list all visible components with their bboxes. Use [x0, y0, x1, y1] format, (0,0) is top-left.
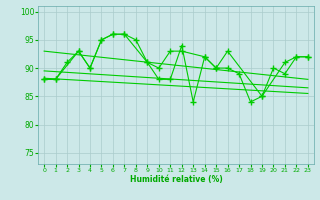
X-axis label: Humidité relative (%): Humidité relative (%): [130, 175, 222, 184]
